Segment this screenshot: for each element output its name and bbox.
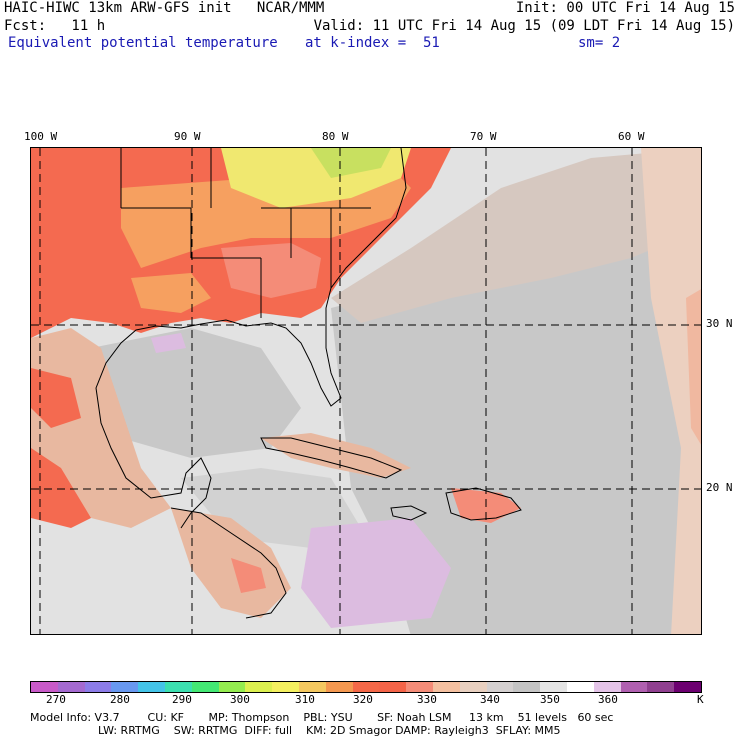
color-swatch-7 [218,682,246,692]
mexico-north-red-patch [31,368,81,428]
color-swatch-11 [325,682,353,692]
atlantic-tan-band [331,148,701,323]
color-swatch-22 [620,682,648,692]
cbar-tick-330: 330 [417,693,437,706]
cbar-tick-360: 360 [598,693,618,706]
color-swatch-5 [164,682,192,692]
east-salmon-patch [686,289,701,445]
color-swatch-0 [31,682,58,692]
level-info: at k-index = 51 [305,35,440,51]
gulf-lavender-patch [151,333,186,353]
color-swatch-14 [406,682,433,692]
color-scale-bar [30,681,702,693]
lon-label-100w: 100 W [24,130,58,143]
model-info-line1: Model Info: V3.7 CU: KF MP: Thompson PBL… [30,711,614,724]
cbar-tick-340: 340 [480,693,500,706]
lat-label-20n: 20 N [706,481,733,494]
color-swatch-3 [111,682,139,692]
color-swatch-12 [352,682,380,692]
cbar-tick-290: 290 [172,693,192,706]
color-swatch-20 [566,682,594,692]
lat-label-30n: 30 N [706,317,733,330]
cbar-tick-300: 300 [230,693,250,706]
color-swatch-15 [432,682,460,692]
model-info-line2: LW: RRTMG SW: RRTMG DIFF: full KM: 2D Sm… [98,724,561,737]
color-swatch-8 [245,682,273,692]
color-swatch-4 [138,682,165,692]
color-swatch-13 [379,682,407,692]
honduras-pink-patch [231,558,266,593]
cbar-unit: K [697,693,704,706]
us-green-patch [311,148,391,178]
color-swatch-18 [513,682,541,692]
cbar-tick-270: 270 [46,693,66,706]
atlantic-gray-field [331,208,701,634]
smoothing-info: sm= 2 [578,35,621,51]
lon-label-70w: 70 W [470,130,497,143]
coastlines [95,148,522,619]
color-swatch-6 [191,682,219,692]
cbar-tick-320: 320 [353,693,373,706]
color-swatch-21 [593,682,621,692]
color-swatch-9 [272,682,299,692]
color-swatch-16 [459,682,487,692]
map-svg [31,148,701,634]
central-america-field [171,508,291,618]
color-swatch-17 [486,682,514,692]
lon-label-90w: 90 W [174,130,201,143]
east-salmon-band [641,148,701,634]
lat-lon-grid [31,148,701,634]
color-swatch-23 [647,682,675,692]
color-swatch-10 [298,682,326,692]
texas-orange-patch [131,273,211,313]
lon-label-80w: 80 W [322,130,349,143]
lon-label-60w: 60 W [618,130,645,143]
forecast-hour: Fcst: 11 h [4,18,106,34]
valid-time: Valid: 11 UTC Fri 14 Aug 15 (09 LDT Fri … [313,18,735,34]
init-time: Init: 00 UTC Fri 14 Aug 15 [515,0,735,16]
color-swatch-19 [540,682,567,692]
caribbean-lavender-area [301,518,451,628]
cuba-field [261,433,411,478]
southeast-pink-patch [221,243,321,298]
field-name: Equivalent potential temperature [8,35,278,51]
gulf-gray-patch [91,328,301,458]
model-title: HAIC-HIWC 13km ARW-GFS init NCAR/MMM [4,0,325,16]
theta-e-map [30,147,702,635]
cbar-tick-350: 350 [540,693,560,706]
color-swatch-24 [674,682,701,692]
color-swatch-1 [57,682,85,692]
cbar-tick-310: 310 [295,693,315,706]
cbar-tick-280: 280 [110,693,130,706]
color-swatch-2 [84,682,112,692]
mexico-red-patch [31,448,91,528]
